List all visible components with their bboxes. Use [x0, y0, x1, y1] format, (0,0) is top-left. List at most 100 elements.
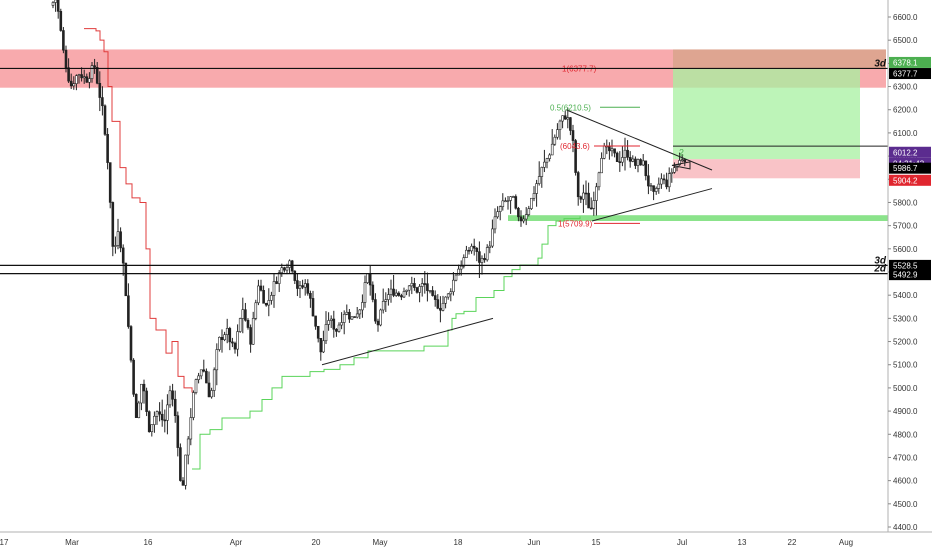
candle	[436, 294, 440, 310]
candle-body	[108, 162, 112, 203]
candle-body	[631, 158, 635, 162]
candle-body	[472, 245, 476, 249]
candle	[621, 145, 624, 167]
candle-body	[649, 185, 653, 187]
candle	[563, 110, 567, 120]
candle-body	[433, 295, 437, 300]
price-tag-label: 5986.7	[893, 164, 918, 173]
candle	[405, 289, 408, 296]
candle	[69, 73, 73, 90]
level-timeframe-label: 2d	[873, 264, 887, 275]
candle	[485, 244, 489, 262]
candle-body	[363, 282, 367, 303]
candle	[613, 148, 616, 158]
candle-body	[335, 328, 338, 332]
candle	[433, 290, 437, 307]
candle	[311, 290, 315, 317]
candle	[168, 385, 172, 408]
candle	[610, 139, 614, 157]
candle	[379, 308, 382, 327]
candle	[366, 273, 369, 285]
candle-body	[103, 105, 107, 135]
candle-body	[129, 326, 133, 361]
candle	[322, 330, 325, 354]
candle-body	[491, 228, 494, 247]
time-tick-label: 18	[454, 538, 463, 547]
candle	[540, 166, 544, 188]
candle	[225, 318, 229, 344]
candle	[119, 227, 122, 253]
candle-body	[114, 245, 117, 247]
candle-body	[59, 11, 63, 31]
candle-body	[324, 324, 328, 342]
candle-body	[537, 176, 541, 184]
price-tick-label: 4600.0	[893, 477, 918, 486]
candle-body	[64, 49, 68, 68]
small-triangle-drawing	[671, 161, 691, 170]
candle-body	[449, 291, 453, 295]
candle	[350, 316, 354, 320]
candle-body	[623, 149, 627, 158]
candle	[530, 197, 533, 210]
candle-body	[116, 231, 120, 246]
price-tick-label: 5000.0	[893, 384, 918, 393]
candle	[166, 394, 169, 435]
candle-body	[202, 369, 206, 372]
candle	[147, 410, 151, 433]
candle	[142, 379, 146, 404]
candle	[262, 285, 265, 304]
candle-body	[244, 309, 247, 321]
candle	[95, 62, 99, 85]
candle-body	[530, 197, 533, 209]
candle-body	[639, 159, 642, 166]
candle-body	[615, 152, 619, 162]
candle-body	[558, 120, 562, 130]
candle	[517, 206, 520, 222]
candle-body	[394, 292, 398, 296]
price-tick-label: 4900.0	[893, 407, 918, 416]
time-tick-label: May	[372, 538, 387, 547]
candle	[272, 273, 276, 308]
candle	[129, 325, 133, 363]
candle-body	[77, 74, 81, 76]
candle	[301, 279, 304, 290]
candle-body	[171, 390, 174, 400]
candle	[569, 117, 572, 136]
candle	[475, 246, 479, 262]
candle	[319, 338, 323, 361]
candle	[259, 279, 263, 292]
candle	[241, 297, 245, 334]
candle-body	[519, 216, 523, 222]
candle	[600, 152, 603, 174]
candle-body	[582, 192, 585, 200]
candle-body	[384, 299, 388, 302]
candle-body	[566, 117, 570, 120]
candle-body	[407, 285, 411, 291]
candle	[275, 276, 278, 285]
candle	[524, 207, 528, 226]
price-tick-label: 6300.0	[893, 83, 918, 92]
candle-body	[652, 185, 655, 192]
candle-body	[62, 30, 65, 51]
candle	[67, 58, 70, 83]
candle-body	[540, 167, 544, 177]
candle-body	[563, 115, 567, 120]
candle	[340, 312, 343, 330]
fib-level-label: 0.5(6210.5)	[550, 103, 591, 112]
candle	[639, 158, 642, 166]
candle	[579, 195, 583, 204]
candle	[592, 191, 596, 216]
candle	[77, 73, 81, 84]
candle	[62, 27, 65, 54]
price-tick-label: 6100.0	[893, 129, 918, 138]
candle	[114, 236, 117, 254]
candle	[514, 194, 518, 210]
candle-body	[618, 161, 622, 163]
candle-body	[392, 288, 395, 296]
candle-body	[628, 157, 632, 162]
candle	[267, 288, 271, 317]
candle	[636, 158, 640, 173]
candle-body	[306, 283, 310, 294]
candle	[103, 104, 107, 136]
